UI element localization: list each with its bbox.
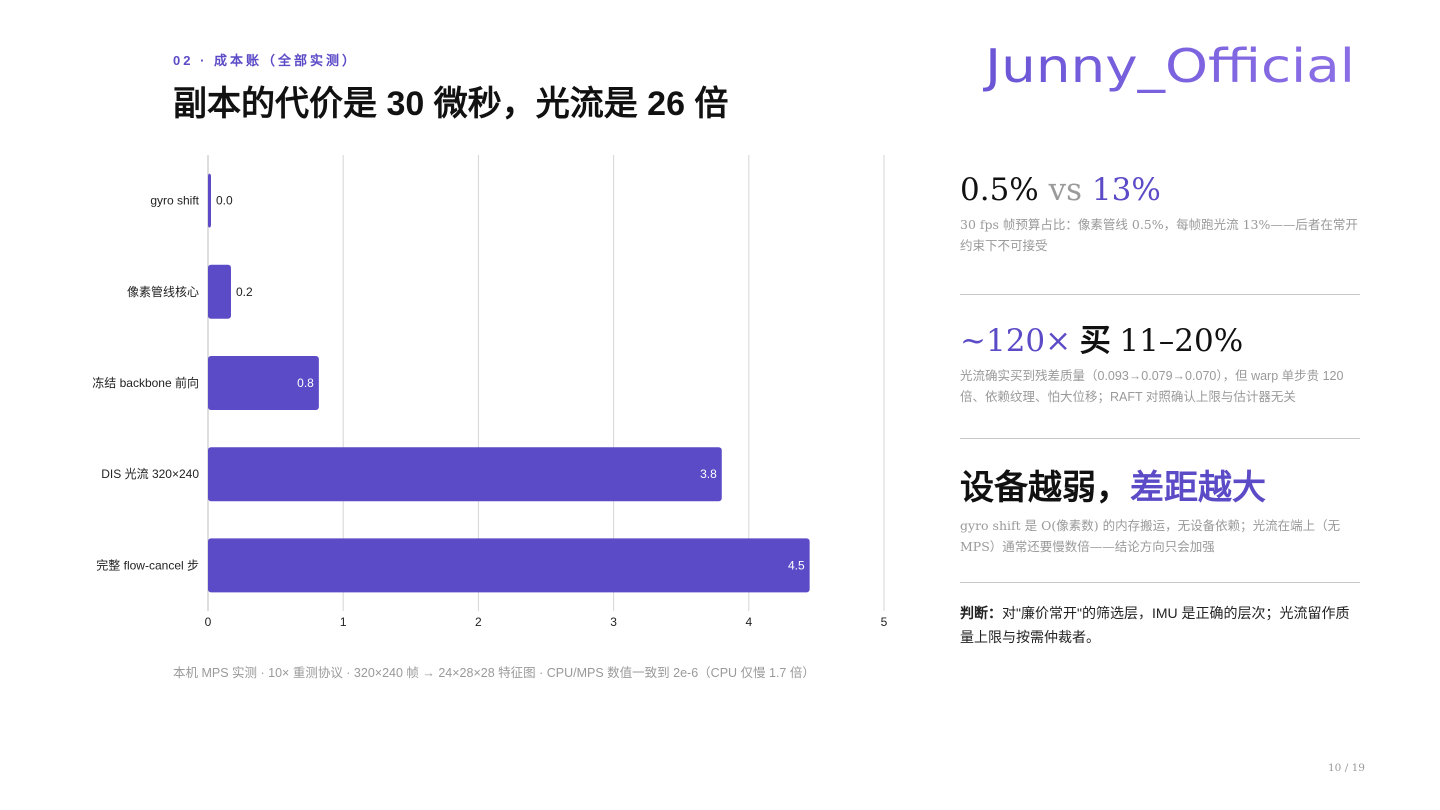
stat-description: gyro shift 是 O(像素数) 的内存搬运，无设备依赖；光流在端上（无 …: [960, 518, 1341, 554]
chart-footnote: 本机 MPS 实测 · 10× 重测协议 · 320×240 帧 → 24×28…: [173, 666, 815, 680]
data-label: 0.8: [297, 376, 314, 390]
data-label: 3.8: [700, 467, 717, 481]
x-tick-label: 5: [881, 615, 888, 629]
bar: [208, 447, 722, 502]
bar: [208, 538, 810, 593]
stat-headline: ~120× 买 11–20%: [960, 315, 1360, 360]
category-label: 完整 flow-cancel 步: [96, 557, 199, 572]
data-label: 4.5: [788, 558, 805, 572]
verdict-label: 判断：: [960, 605, 1002, 621]
stat-value-gain: 11–20%: [1119, 323, 1244, 359]
stat-block-cost: ~120× 买 11–20% 光流确实买到残差质量（0.093→0.079→0.…: [960, 315, 1360, 408]
stat-connector: vs: [1038, 172, 1092, 208]
stat-block-budget: 0.5% vs 13% 30 fps 帧预算占比：像素管线 0.5%，每帧跑光流…: [960, 172, 1360, 256]
stat-headline-part2: 差距越大: [1130, 469, 1266, 507]
verdict: 判断：对"廉价常开"的筛选层，IMU 是正确的层次；光流留作质量上限与按需仲裁者…: [960, 601, 1360, 649]
category-label: gyro shift: [150, 194, 199, 208]
divider: [960, 582, 1360, 583]
x-tick-label: 0: [205, 615, 212, 629]
verdict-text: 对"廉价常开"的筛选层，IMU 是正确的层次；光流留作质量上限与按需仲裁者。: [960, 605, 1350, 645]
stat-headline-part1: 设备越弱，: [960, 469, 1130, 507]
x-tick-label: 4: [745, 615, 752, 629]
stat-connector: 买: [1071, 323, 1120, 358]
x-tick-label: 3: [610, 615, 617, 629]
stat-description: 光流确实买到残差质量（0.093→0.079→0.070），但 warp 单步贵…: [960, 369, 1344, 404]
category-label: 冻结 backbone 前向: [92, 375, 199, 390]
data-label: 0.0: [216, 194, 233, 208]
x-tick-label: 2: [475, 615, 482, 629]
bar: [208, 264, 231, 319]
divider: [960, 438, 1360, 439]
stat-value-flow: 13%: [1091, 172, 1161, 208]
stat-value-multiplier: ~120×: [960, 323, 1072, 359]
stat-block-device: 设备越弱，差距越大 gyro shift 是 O(像素数) 的内存搬运，无设备依…: [960, 460, 1360, 557]
category-label: 像素管线核心: [127, 284, 199, 299]
divider: [960, 294, 1360, 295]
page-number: 10 / 19: [1328, 762, 1365, 774]
stat-description: 30 fps 帧预算占比：像素管线 0.5%，每帧跑光流 13%——后者在常开约…: [960, 217, 1358, 253]
category-label: DIS 光流 320×240: [101, 467, 199, 481]
x-tick-label: 1: [340, 615, 347, 629]
stat-headline: 设备越弱，差距越大: [960, 460, 1360, 509]
stat-headline: 0.5% vs 13%: [960, 172, 1360, 208]
brand-logo: Junny_Official: [983, 38, 1357, 95]
section-eyebrow: 02 · 成本账（全部实测）: [173, 53, 359, 68]
bar: [208, 356, 319, 410]
stat-value-pixel: 0.5%: [960, 172, 1039, 208]
bar: [208, 173, 211, 228]
data-label: 0.2: [236, 285, 253, 299]
slide-title: 副本的代价是 30 微秒，光流是 26 倍: [173, 85, 729, 123]
brand-logo-text: Junny_Official: [983, 39, 1355, 93]
bar-chart: 0 1 2 3 4 5 gyro shift 0.0 像素管线核心 0.2 冻结 backbone …: [92, 155, 888, 629]
